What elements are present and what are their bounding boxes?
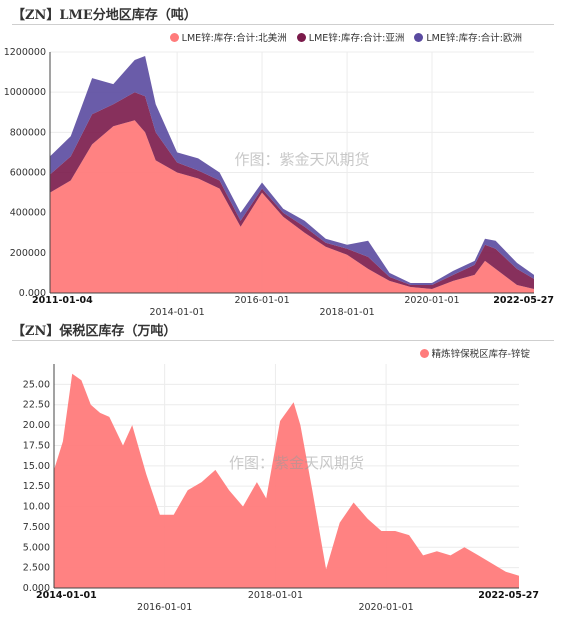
y-tick-label: 600000: [10, 168, 46, 179]
x-end-label: 2022-05-27: [478, 590, 539, 601]
x-tick-label: 2018-01-01: [319, 307, 374, 318]
x-end-label: 2022-05-27: [493, 295, 554, 306]
y-tick-label: 5.000: [23, 542, 50, 553]
y-tick-label: 0.000: [23, 583, 50, 594]
watermark: 作图：紫金天风期货: [229, 454, 364, 472]
chart-title: 【ZN】保税区库存（万吨）: [12, 324, 177, 339]
x-tick-label: 2018-01-01: [248, 590, 303, 601]
legend-swatch-asia: [296, 32, 306, 42]
y-tick-label: 20.00: [23, 420, 50, 431]
legend-label: LME锌:库存:合计:欧洲: [426, 33, 522, 44]
x-start-label: 2014-01-01: [36, 590, 97, 601]
chart-legend: 精炼锌保税区库存-锌锭: [419, 346, 530, 360]
watermark: 作图：紫金天风期货: [234, 151, 369, 169]
x-tick-label: 2016-01-01: [137, 602, 192, 613]
y-tick-label: 22.50: [23, 400, 50, 411]
lme-stock-chart-panel: 【ZN】LME分地区库存（吨） LME锌:库存:合计:北美洲 LME锌:库存:合…: [4, 8, 554, 318]
y-tick-label: 1200000: [4, 47, 46, 58]
y-tick-label: 7.500: [23, 522, 50, 533]
series-area-0: [54, 373, 519, 588]
y-tick-label: 0.000: [19, 288, 46, 299]
x-tick-label: 2020-01-01: [404, 295, 459, 306]
legend-item-asia[interactable]: LME锌:库存:合计:亚洲: [296, 30, 405, 44]
legend-item-north-america[interactable]: LME锌:库存:合计:北美洲: [169, 30, 287, 44]
x-start-label: 2011-01-04: [32, 295, 93, 306]
chart-legend: LME锌:库存:合计:北美洲 LME锌:库存:合计:亚洲 LME锌:库存:合计:…: [169, 30, 522, 44]
chart-title: 【ZN】LME分地区库存（吨）: [12, 8, 197, 23]
y-tick-label: 2.500: [23, 563, 50, 574]
legend-label: 精炼锌保税区库存-锌锭: [431, 349, 530, 360]
y-tick-label: 10.00: [23, 502, 50, 513]
x-tick-label: 2016-01-01: [234, 295, 289, 306]
y-tick-label: 400000: [10, 208, 46, 219]
bonded-stock-chart-panel: 【ZN】保税区库存（万吨） 精炼锌保税区库存-锌锭 作图：紫金天风期货 0.000…: [0, 316, 566, 616]
series-area-0: [50, 120, 534, 293]
series-area-1: [50, 92, 534, 289]
y-tick-label: 800000: [10, 127, 46, 138]
title-divider: [12, 24, 554, 25]
y-tick-label: 1000000: [4, 87, 46, 98]
legend-swatch-europe: [414, 32, 424, 42]
y-tick-label: 15.00: [23, 461, 50, 472]
bonded-stock-plot: 作图：紫金天风期货 0.000 2.500 5.000 7.500 10.00 12.50 1…: [23, 364, 539, 613]
legend-item-bonded-zinc[interactable]: 精炼锌保税区库存-锌锭: [419, 346, 530, 360]
legend-item-europe[interactable]: LME锌:库存:合计:欧洲: [414, 30, 522, 44]
y-tick-label: 12.50: [23, 481, 50, 492]
legend-label: LME锌:库存:合计:亚洲: [308, 33, 405, 44]
lme-stock-plot: 作图：紫金天风期货 0.000 200000 400000 600000 800000 10…: [4, 47, 554, 318]
title-divider: [12, 340, 554, 341]
x-tick-label: 2020-01-01: [358, 602, 413, 613]
legend-swatch-north-america: [169, 32, 179, 42]
y-tick-label: 25.00: [23, 379, 50, 390]
legend-label: LME锌:库存:合计:北美洲: [181, 33, 287, 44]
x-tick-label: 2014-01-01: [150, 307, 205, 318]
y-tick-label: 17.50: [23, 440, 50, 451]
legend-swatch-bonded-zinc: [419, 348, 429, 358]
y-tick-label: 200000: [10, 248, 46, 259]
